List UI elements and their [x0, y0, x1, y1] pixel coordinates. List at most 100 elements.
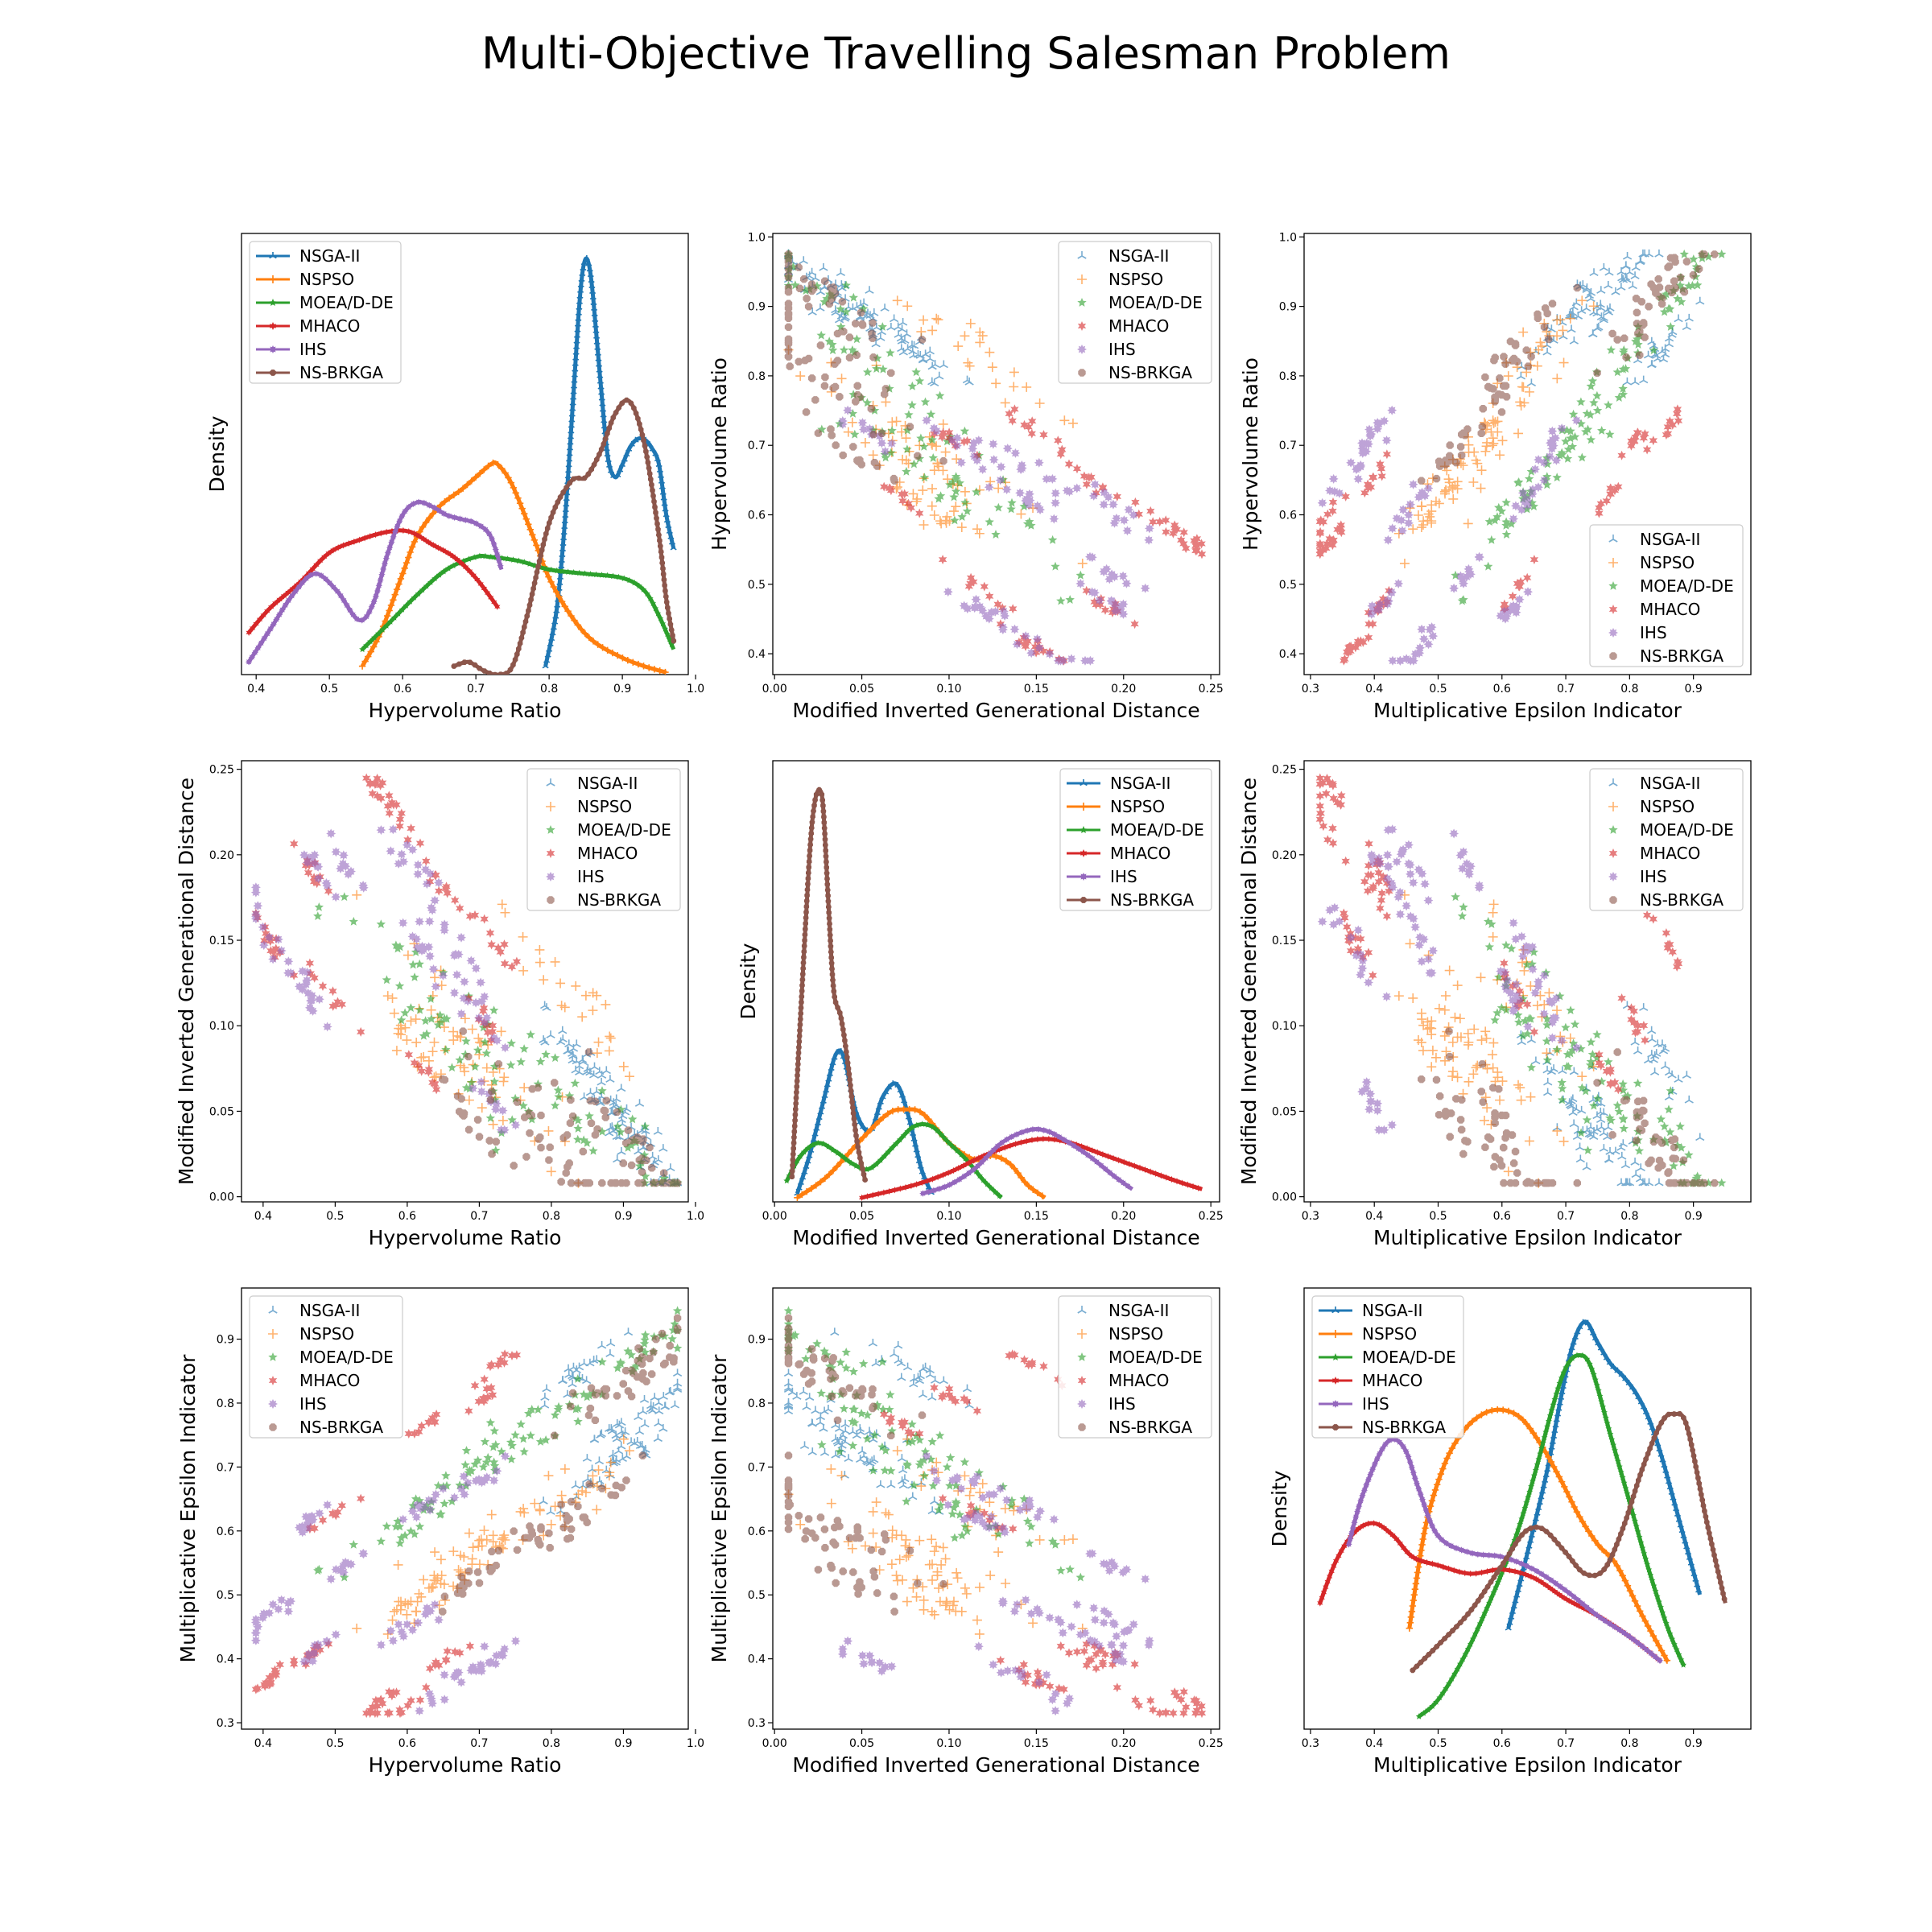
scatter-point: [811, 1406, 820, 1414]
scatter-point: [807, 1418, 817, 1427]
scatter-point: [459, 976, 469, 987]
line-marker: [848, 1088, 854, 1094]
scatter-point: [900, 1417, 909, 1427]
line-marker: [857, 1155, 863, 1161]
line-marker: [914, 1181, 920, 1188]
scatter-point: [1087, 472, 1096, 482]
line-marker: [642, 443, 648, 449]
series-ihs: [1317, 824, 1582, 1135]
line-marker: [830, 983, 836, 989]
plot-area: [250, 773, 683, 1188]
line-marker: [791, 1134, 797, 1141]
scatter-point: [869, 319, 877, 327]
line-marker: [839, 1153, 846, 1159]
scatter-point: [1341, 856, 1350, 866]
series-nsga-ii: [542, 255, 677, 669]
series-ihs: [250, 1451, 521, 1716]
scatter-point: [960, 1521, 970, 1531]
scatter-point: [412, 943, 423, 953]
line-marker: [572, 349, 580, 355]
scatter-point: [1587, 1050, 1598, 1059]
line-marker: [828, 938, 833, 943]
line-marker: [796, 1033, 803, 1039]
scatter-point: [546, 1030, 555, 1038]
scatter-point: [378, 778, 387, 788]
scatter-point: [1426, 968, 1437, 978]
line-marker: [603, 445, 610, 452]
y-tick-label: 0.15: [209, 935, 234, 947]
scatter-point: [470, 1459, 480, 1468]
scatter-point: [464, 1125, 473, 1134]
x-tick-label: 0.4: [254, 1210, 272, 1223]
scatter-point: [601, 1107, 609, 1115]
line-marker: [597, 378, 604, 384]
scatter-point: [402, 1609, 412, 1620]
scatter-point: [1026, 648, 1037, 658]
scatter-point: [1427, 1045, 1438, 1055]
scatter-point: [1558, 325, 1568, 336]
scatter-point: [489, 1426, 499, 1435]
scatter-point: [410, 1529, 419, 1538]
scatter-point: [1527, 353, 1535, 361]
line-marker: [518, 505, 526, 512]
line-marker: [623, 451, 630, 457]
line-marker: [824, 887, 831, 893]
scatter-point: [1191, 1708, 1200, 1719]
scatter-point: [1108, 1659, 1117, 1670]
scatter-point: [269, 1670, 278, 1680]
scatter-point: [892, 1575, 902, 1586]
scatter-point: [934, 1505, 943, 1514]
scatter-point: [1325, 485, 1335, 496]
line-marker: [831, 989, 837, 994]
line-marker: [1018, 1129, 1026, 1136]
scatter-point: [840, 328, 848, 336]
line-marker: [410, 500, 417, 508]
line-marker: [557, 494, 564, 500]
scatter-point: [537, 1143, 545, 1152]
line-marker: [812, 1182, 819, 1189]
line-marker: [597, 383, 605, 390]
scatter-point: [673, 1326, 682, 1335]
scatter-point: [338, 850, 349, 861]
line-marker: [516, 646, 522, 652]
line-marker: [539, 547, 545, 553]
line-marker: [945, 1169, 952, 1177]
scatter-point: [1633, 308, 1641, 316]
scatter-point: [326, 1574, 336, 1584]
scatter-point: [985, 517, 994, 526]
line-marker: [512, 489, 519, 497]
scatter-point: [1432, 474, 1441, 483]
line-marker: [326, 580, 333, 587]
scatter-point: [1494, 502, 1504, 512]
line-marker: [783, 1177, 791, 1184]
line-marker: [427, 579, 434, 585]
line-marker: [573, 332, 581, 338]
line-marker: [592, 327, 600, 333]
scatter-point: [848, 292, 858, 302]
scatter-point: [960, 1583, 970, 1593]
line-marker: [639, 432, 646, 438]
scatter-point: [579, 1389, 588, 1399]
scatter-point: [601, 1392, 609, 1400]
line-marker: [852, 1121, 857, 1128]
scatter-point: [804, 303, 813, 311]
line-marker: [791, 1151, 796, 1157]
scatter-point: [902, 1461, 912, 1470]
scatter-point: [1480, 1026, 1491, 1037]
scatter-point: [1501, 1005, 1511, 1014]
line-marker: [855, 1144, 861, 1150]
scatter-point: [1365, 1096, 1376, 1107]
scatter-point: [407, 824, 415, 833]
scatter-point: [556, 1490, 567, 1501]
scatter-point: [488, 1150, 496, 1158]
scatter-point: [1377, 471, 1386, 481]
line-marker: [1060, 1136, 1068, 1144]
line-marker: [1025, 1183, 1033, 1190]
scatter-point: [480, 1374, 489, 1385]
line-marker: [795, 1061, 801, 1067]
scatter-point: [1317, 916, 1327, 927]
line-marker: [420, 535, 427, 543]
scatter-point: [439, 1579, 449, 1590]
scatter-point: [925, 1365, 935, 1373]
line-marker: [880, 1113, 887, 1121]
